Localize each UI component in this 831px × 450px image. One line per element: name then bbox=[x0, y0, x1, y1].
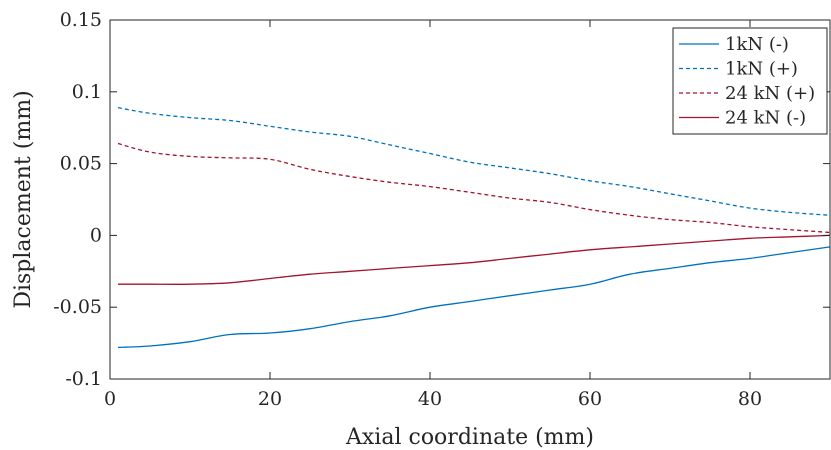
x-axis-label: Axial coordinate (mm) bbox=[345, 425, 594, 450]
legend-label-4: 24 kN (-) bbox=[725, 108, 806, 129]
plot-frame bbox=[109, 19, 831, 380]
legend-box bbox=[672, 27, 828, 135]
legend-label-2: 1kN (+) bbox=[725, 59, 798, 80]
y-tick-label: 0.15 bbox=[60, 9, 102, 31]
y-tick-label: 0.05 bbox=[60, 153, 102, 175]
x-tick-label: 20 bbox=[258, 388, 282, 410]
y-tick-label: -0.1 bbox=[65, 368, 102, 390]
y-axis-label: Displacement (mm) bbox=[11, 90, 36, 308]
legend-label-3: 24 kN (+) bbox=[725, 83, 815, 104]
y-tick-label: -0.05 bbox=[53, 296, 102, 318]
legend-label-1: 1kN (-) bbox=[725, 34, 789, 55]
x-tick-label: 0 bbox=[104, 388, 116, 410]
x-tick-label: 60 bbox=[578, 388, 602, 410]
plot-marks bbox=[117, 106, 831, 349]
series-line-4 bbox=[118, 234, 831, 285]
x-tick-label: 80 bbox=[738, 388, 762, 410]
series-line-2 bbox=[117, 106, 831, 216]
series-line-1 bbox=[117, 246, 831, 349]
axes: 0 20 40 60 80 -0.1 -0.05 0 0.05 0.1 0.15 bbox=[53, 9, 831, 410]
legend: 1kN (-) 1kN (+) 24 kN (+) 24 kN (-) bbox=[672, 27, 828, 135]
y-tick-label: 0 bbox=[90, 224, 102, 246]
series-line-3 bbox=[117, 142, 831, 234]
y-tick-label: 0.1 bbox=[72, 81, 102, 103]
x-tick-label: 40 bbox=[418, 388, 442, 410]
